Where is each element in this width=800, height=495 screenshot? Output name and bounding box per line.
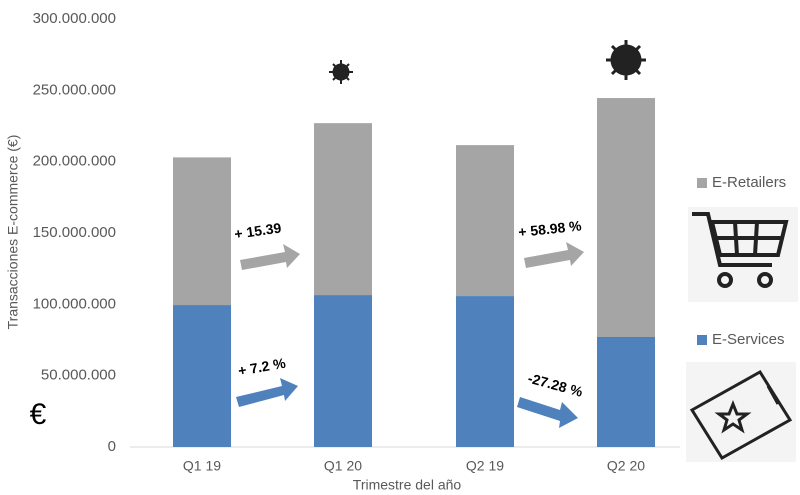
y-tick-label: 150.000.000: [33, 224, 116, 241]
bar: [456, 145, 514, 297]
bar: [173, 305, 231, 447]
y-tick-label: 0: [108, 438, 116, 455]
y-tick-label: 250.000.000: [33, 81, 116, 98]
legend-label: E-Retailers: [712, 174, 786, 191]
y-tick-label: 300.000.000: [33, 10, 116, 27]
arrow: [517, 397, 578, 428]
y-tick-label: 100.000.000: [33, 295, 116, 312]
x-tick-label: Q1 20: [324, 458, 362, 474]
bar: [173, 157, 231, 306]
arrow: [236, 378, 298, 407]
y-tick-label: 200.000.000: [33, 153, 116, 170]
legend-label: E-Services: [712, 331, 785, 348]
ticket-icon: [686, 362, 796, 462]
x-tick-label: Q1 19: [183, 458, 221, 474]
arrow: [524, 242, 584, 268]
x-tick-label: Q2 19: [466, 458, 504, 474]
currency-symbol: €: [30, 398, 47, 431]
y-axis-label: Transacciones E-commerce (€): [5, 135, 21, 330]
cart-icon: [688, 207, 798, 302]
bar: [314, 295, 372, 447]
bar: [597, 98, 655, 338]
bar: [597, 337, 655, 447]
virus-icon: [329, 40, 646, 84]
x-tick-label: Q2 20: [607, 458, 645, 474]
y-tick-label: 50.000.000: [41, 367, 116, 384]
legend-swatch: [697, 335, 707, 345]
annotation: -27.28 %: [526, 370, 585, 400]
arrow: [240, 244, 300, 270]
annotation: + 7.2 %: [237, 355, 287, 379]
annotation: + 15.39: [233, 219, 282, 241]
bar: [456, 296, 514, 447]
annotation: + 58.98 %: [517, 217, 582, 240]
legend-swatch: [697, 178, 707, 188]
bar: [314, 123, 372, 296]
x-axis-label: Trimestre del año: [353, 477, 462, 493]
